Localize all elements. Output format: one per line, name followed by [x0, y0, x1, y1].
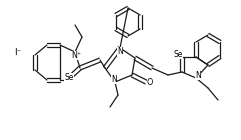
Text: O: O	[147, 78, 153, 87]
Text: N: N	[195, 71, 201, 80]
Text: N: N	[117, 46, 123, 55]
Text: I⁻: I⁻	[14, 47, 22, 57]
Text: Se: Se	[173, 50, 183, 59]
Text: N: N	[111, 74, 117, 83]
Text: Se: Se	[64, 73, 74, 81]
Text: N⁺: N⁺	[71, 51, 81, 60]
